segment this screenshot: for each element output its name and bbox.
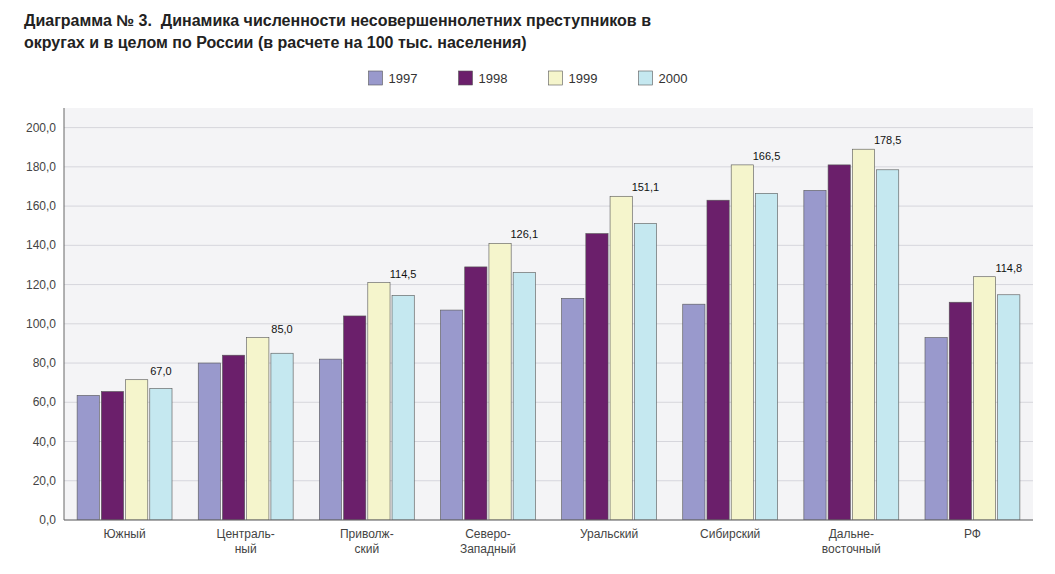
bar [77, 395, 99, 520]
bar [465, 267, 487, 520]
bar [683, 304, 705, 520]
legend-label: 2000 [659, 71, 688, 86]
bar [852, 149, 874, 520]
data-label: 114,8 [995, 262, 1022, 274]
bar [126, 380, 148, 520]
bar [973, 277, 995, 520]
bar [489, 243, 511, 520]
x-tick-label: РФ [964, 527, 981, 541]
x-tick-label: Дальне-восточный [822, 527, 881, 556]
legend-swatch [369, 71, 383, 85]
y-tick-label: 200,0 [26, 121, 56, 135]
data-label: 151,1 [632, 181, 660, 193]
legend-swatch [639, 71, 653, 85]
plot-area [64, 108, 1033, 520]
y-axis-line [64, 108, 65, 520]
bar [610, 196, 632, 520]
x-axis-line [64, 520, 1033, 521]
y-tick-label: 100,0 [26, 317, 56, 331]
legend-swatch [459, 71, 473, 85]
data-label: 85,0 [271, 323, 292, 335]
bar [440, 310, 462, 520]
y-tick-label: 120,0 [26, 278, 56, 292]
y-tick-label: 180,0 [26, 160, 56, 174]
bar [755, 193, 777, 520]
bar [586, 234, 608, 520]
x-tick-label-line: Южный [104, 527, 146, 541]
y-tick-label: 40,0 [33, 435, 57, 449]
x-tick-label: Приволж-ский [340, 527, 394, 556]
bar [925, 338, 947, 520]
bar [198, 363, 220, 520]
x-tick-label: Централь-ный [217, 527, 275, 556]
grid-line [64, 520, 1033, 521]
legend-swatch [549, 71, 563, 85]
x-tick-label: Южный [104, 527, 146, 541]
bar [634, 224, 656, 520]
bar [344, 316, 366, 520]
data-label: 178,5 [874, 134, 902, 146]
x-tick-label-line: Западный [460, 542, 516, 556]
x-tick-label-line: ский [354, 542, 379, 556]
data-label: 126,1 [511, 228, 539, 240]
x-tick-label: Северо-Западный [460, 527, 516, 556]
legend-label: 1998 [479, 71, 508, 86]
title: Диаграмма № 3. Динамика численности несо… [24, 12, 651, 29]
y-ticks: 0,0 20,0 40,0 60,0 80,0 100,0 120,0 140,0 160,0 1… [26, 121, 56, 527]
bar [101, 391, 123, 520]
legend: 1997 1998 1999 2000 [369, 71, 688, 86]
x-tick-label: Уральский [580, 527, 638, 541]
subtitle: округах и в целом по России (в расчете н… [24, 34, 527, 51]
x-tick-label-line: Дальне- [829, 527, 874, 541]
x-tick-label-line: Уральский [580, 527, 638, 541]
legend-label: 1999 [569, 71, 598, 86]
data-label: 114,5 [390, 268, 417, 280]
x-tick-label-line: Северо- [465, 527, 511, 541]
bar [513, 273, 535, 520]
bar [247, 338, 269, 520]
bar [222, 355, 244, 520]
chart: Диаграмма № 3. Динамика численности несо… [0, 0, 1055, 574]
bar [877, 170, 899, 520]
y-tick-label: 60,0 [33, 395, 57, 409]
bar [392, 295, 414, 520]
grid [64, 128, 1033, 520]
bar [731, 165, 753, 520]
y-tick-label: 20,0 [33, 474, 57, 488]
y-tick-label: 140,0 [26, 238, 56, 252]
bar [998, 295, 1020, 520]
grid-line [64, 166, 1033, 167]
x-tick-label-line: Централь- [217, 527, 275, 541]
bar [562, 298, 584, 520]
y-tick-label: 0,0 [39, 513, 56, 527]
x-ticks: Южный Централь-ный Приволж-ский Северо-Запа… [104, 527, 981, 556]
bar [804, 190, 826, 520]
y-tick-label: 80,0 [33, 356, 57, 370]
bar [707, 200, 729, 520]
x-tick-label-line: Приволж- [340, 527, 394, 541]
x-tick-label-line: ный [235, 542, 257, 556]
bar [319, 359, 341, 520]
x-tick-label-line: РФ [964, 527, 981, 541]
bars [77, 149, 1020, 520]
x-tick-label-line: восточный [822, 542, 881, 556]
bar [949, 302, 971, 520]
x-tick-label-line: Сибирский [700, 527, 760, 541]
grid-line [64, 127, 1033, 128]
y-tick-label: 160,0 [26, 199, 56, 213]
data-label: 166,5 [753, 150, 781, 162]
x-tick-label: Сибирский [700, 527, 760, 541]
bar [150, 389, 172, 520]
data-labels: 67,0 85,0 114,5 126,1 151,1 166,5 178,5 114,8 [150, 134, 1022, 377]
data-label: 67,0 [150, 365, 171, 377]
bar [271, 353, 293, 520]
bar [828, 165, 850, 520]
legend-label: 1997 [389, 71, 418, 86]
bar [368, 283, 390, 520]
